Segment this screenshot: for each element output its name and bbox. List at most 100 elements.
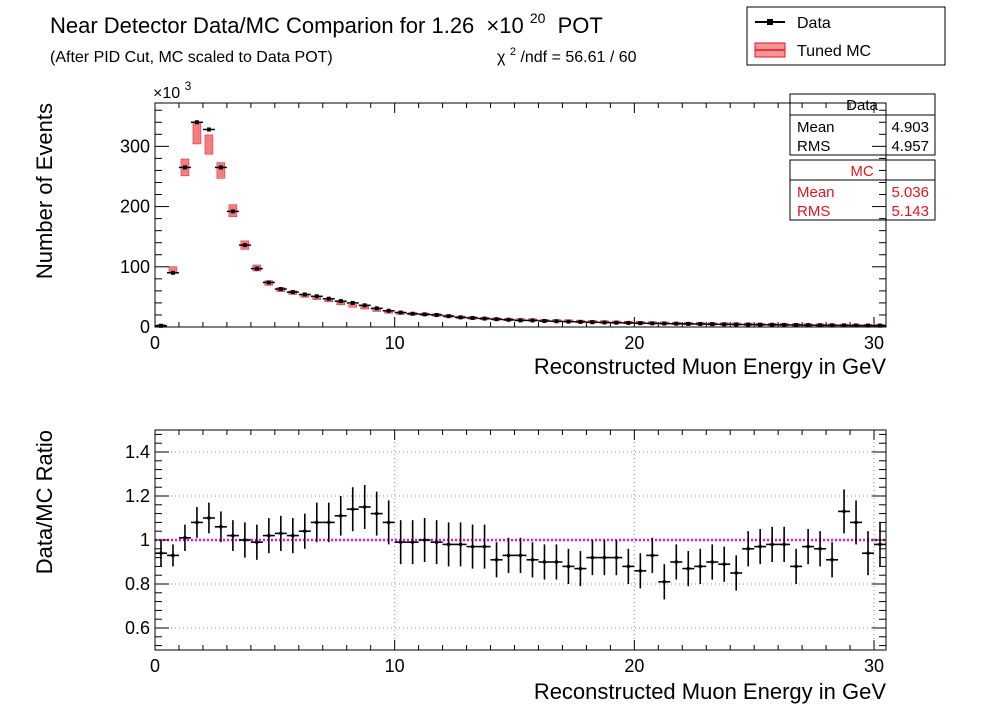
data-point <box>818 323 823 328</box>
ratio-point <box>375 512 379 516</box>
ratio-point <box>231 534 235 538</box>
data-point <box>710 322 715 327</box>
top-x-tick-label: 20 <box>624 333 644 353</box>
stats-box-mc: MC Mean 5.036 RMS 5.143 <box>789 159 936 221</box>
legend-data-marker <box>767 19 773 25</box>
ratio-point <box>650 553 654 557</box>
data-point <box>854 323 859 328</box>
data-point <box>866 323 871 328</box>
ratio-point <box>219 525 223 529</box>
data-point <box>218 165 223 170</box>
data-point <box>290 290 295 295</box>
ratio-point <box>662 580 666 584</box>
ratio-point <box>171 553 175 557</box>
stats-mc-rms: 5.143 <box>891 203 929 220</box>
data-point <box>794 323 799 328</box>
top-y-tick-label: 300 <box>120 136 150 156</box>
data-point <box>326 296 331 301</box>
data-point <box>314 294 319 299</box>
data-point <box>506 317 511 322</box>
stats-mc-rms-label: RMS <box>797 203 830 220</box>
chi2-symbol: χ <box>497 49 506 66</box>
data-point <box>422 312 427 317</box>
ratio-point <box>291 534 295 538</box>
ratio-point <box>495 558 499 562</box>
ratio-point <box>866 551 870 555</box>
ratio-point <box>423 538 427 542</box>
top-y-tick-label: 200 <box>120 197 150 217</box>
ratio-point <box>734 571 738 575</box>
ratio-point <box>183 536 187 540</box>
mc-band-box <box>348 304 357 308</box>
ratio-point <box>854 520 858 524</box>
bottom-x-tick-label: 20 <box>624 656 644 676</box>
bottom-y-tick-label: 1.2 <box>125 486 150 506</box>
data-point <box>470 315 475 320</box>
data-point <box>254 266 259 271</box>
data-point <box>242 243 247 248</box>
mc-band <box>156 122 885 328</box>
data-point <box>650 321 655 326</box>
bottom-x-tick-label: 30 <box>864 656 884 676</box>
ratio-point <box>746 547 750 551</box>
stats-data-rms-label: RMS <box>797 138 830 155</box>
ratio-point <box>710 560 714 564</box>
data-point <box>266 280 271 285</box>
ratio-point <box>255 540 259 544</box>
data-point <box>878 323 883 328</box>
data-point <box>686 321 691 326</box>
ratio-point <box>519 553 522 557</box>
data-point <box>758 322 763 327</box>
y-multiplier: ×10 3 <box>153 79 192 102</box>
data-point <box>602 320 607 325</box>
top-y-axis-label: Number of Events <box>32 103 57 279</box>
top-y-tick-label: 100 <box>120 257 150 277</box>
ratio-point <box>878 542 882 546</box>
legend-box <box>746 6 946 66</box>
data-point <box>770 322 775 327</box>
data-point <box>518 318 523 323</box>
data-point <box>158 323 163 328</box>
y-multiplier-exp: 3 <box>185 79 192 93</box>
ratio-point <box>387 520 391 524</box>
ratio-point <box>554 560 558 564</box>
data-point <box>170 270 175 275</box>
title-exp-base: ×10 <box>486 13 523 38</box>
ratio-point <box>782 542 786 546</box>
data-point <box>458 315 463 320</box>
data-point <box>554 319 559 324</box>
ratio-point <box>267 534 271 538</box>
stats-mc-title: MC <box>850 163 873 180</box>
ratio-point <box>279 531 283 535</box>
ratio-point <box>159 551 163 555</box>
data-point <box>674 321 679 326</box>
bottom-panel: 0 10 20 30 0.6 0.8 1 1.2 1.4 Reconstructed Muon … <box>32 429 887 704</box>
mc-band-box <box>216 162 226 179</box>
data-point <box>374 306 379 311</box>
stats-data-title: Data <box>846 97 878 114</box>
ratio-point <box>339 514 343 518</box>
ratio-point <box>435 540 439 544</box>
ratio-point <box>614 556 618 560</box>
ratio-point <box>830 558 834 562</box>
top-x-axis-label: Reconstructed Muon Energy in GeV <box>534 354 887 379</box>
ratio-point <box>315 520 319 524</box>
bottom-x-tick-label: 10 <box>385 656 405 676</box>
ratio-point <box>758 545 762 549</box>
ratio-point <box>674 560 678 564</box>
data-point <box>734 322 739 327</box>
data-points <box>155 120 886 328</box>
legend-data-label: Data <box>797 15 831 32</box>
data-point <box>662 321 667 326</box>
stats-mc-mean: 5.036 <box>891 184 929 201</box>
data-point <box>362 303 367 308</box>
bottom-y-tick-label: 0.6 <box>125 618 150 638</box>
data-point <box>182 165 187 170</box>
data-point <box>410 311 415 316</box>
data-point <box>398 310 403 315</box>
data-point <box>830 323 835 328</box>
bottom-y-tick-label: 0.8 <box>125 574 150 594</box>
